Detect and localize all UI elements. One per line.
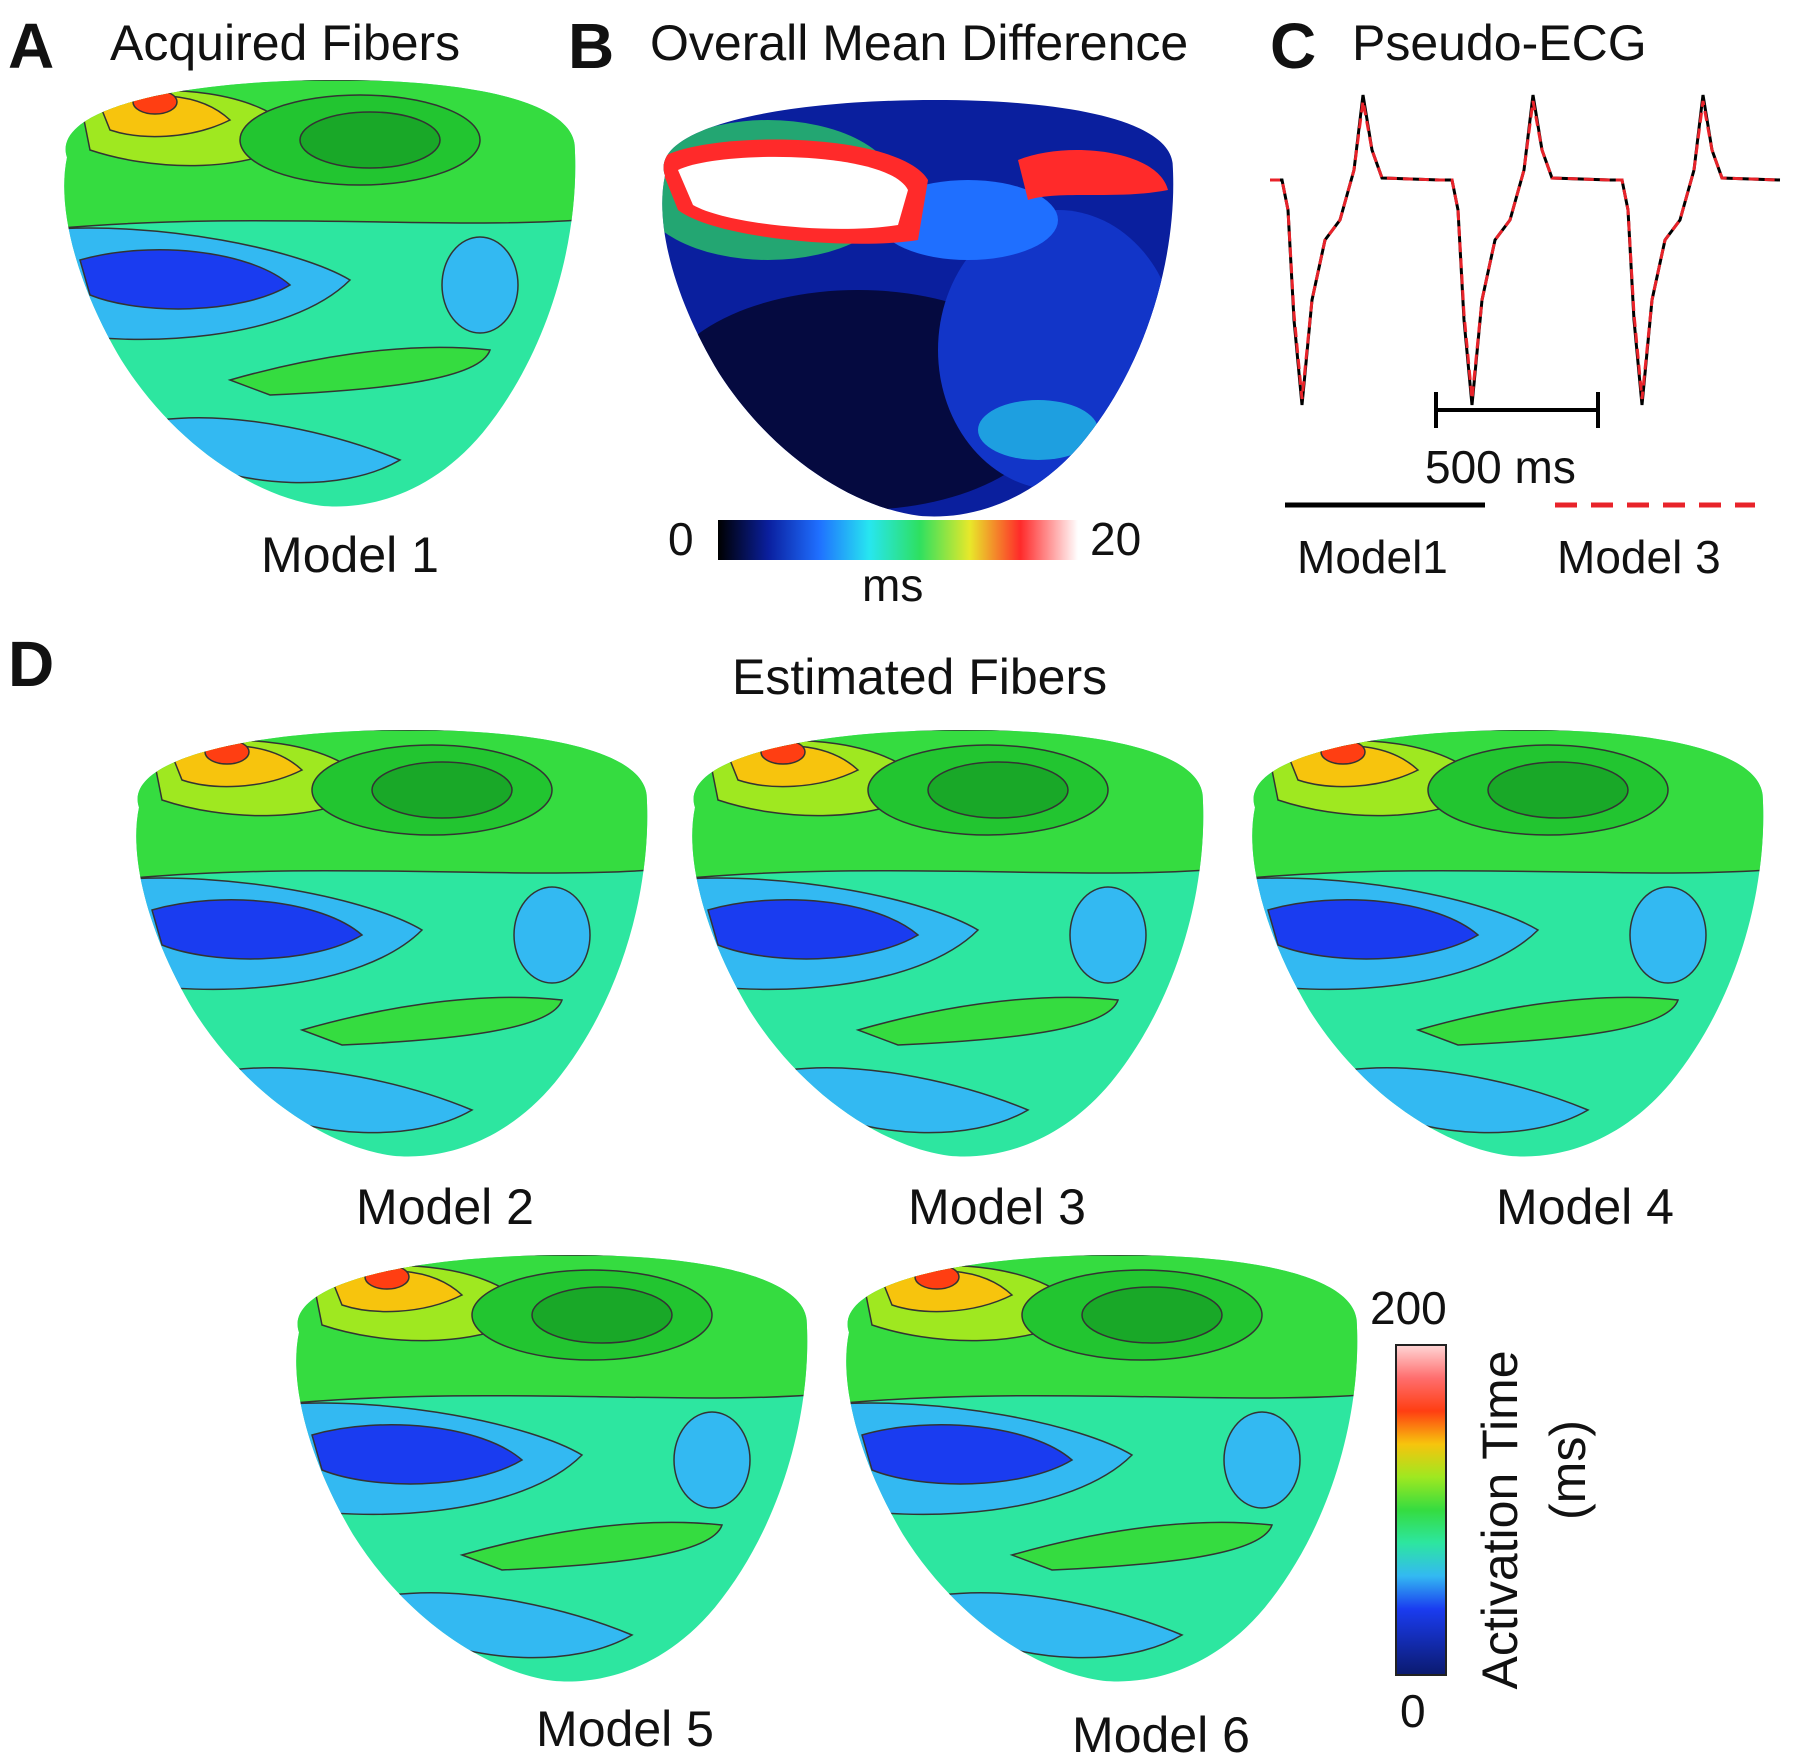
model-4-label: Model 4 bbox=[1496, 1179, 1674, 1235]
panel-b-letter: B bbox=[568, 10, 615, 82]
region-valve-inner bbox=[1487, 761, 1629, 819]
panel-a-title: Acquired Fibers bbox=[110, 15, 461, 71]
region-blue bbox=[707, 899, 920, 960]
model-5-label: Model 5 bbox=[536, 1701, 714, 1757]
region-right-spot bbox=[513, 886, 591, 984]
activation-colorbar-unit: (ms) bbox=[1540, 1420, 1596, 1520]
region-red bbox=[204, 739, 250, 765]
ecg-model3-trace bbox=[1270, 100, 1781, 400]
region-valve-inner bbox=[927, 761, 1069, 819]
heart-model-4 bbox=[1252, 730, 1764, 1157]
panel-d-title: Estimated Fibers bbox=[732, 649, 1108, 705]
diff-colorbar-max: 20 bbox=[1090, 513, 1142, 565]
heart-model-3 bbox=[692, 730, 1204, 1157]
panel-c-title: Pseudo-ECG bbox=[1352, 15, 1647, 71]
region-right-spot bbox=[1069, 886, 1147, 984]
region-green-band bbox=[227, 346, 492, 396]
ecg-model1-trace bbox=[1270, 94, 1781, 406]
ecg-scale-bar bbox=[1434, 392, 1600, 428]
ecg-scale-label: 500 ms bbox=[1425, 441, 1576, 493]
activation-colorbar bbox=[1395, 1344, 1447, 1676]
region-valve-inner bbox=[1081, 1286, 1223, 1344]
heart-surface bbox=[136, 730, 648, 1157]
model-1-label: Model 1 bbox=[261, 527, 439, 583]
heart-surface bbox=[296, 1255, 808, 1682]
panel-b-title: Overall Mean Difference bbox=[650, 15, 1189, 71]
region-green-band bbox=[299, 996, 564, 1046]
heart-mean-difference bbox=[662, 100, 1174, 517]
region-green-band bbox=[459, 1521, 724, 1571]
legend-label-model1: Model1 bbox=[1297, 531, 1448, 583]
legend-line-model1 bbox=[1285, 502, 1485, 508]
region-right-spot bbox=[441, 236, 519, 334]
panel-a-letter: A bbox=[8, 10, 55, 82]
region-valve-inner bbox=[371, 761, 513, 819]
region-blue bbox=[1267, 899, 1480, 960]
region-blue bbox=[79, 249, 292, 310]
diff-colorbar bbox=[718, 520, 1078, 560]
pseudo-ecg-plot bbox=[1270, 94, 1781, 406]
model-3-label: Model 3 bbox=[908, 1179, 1086, 1235]
region-red bbox=[364, 1264, 410, 1290]
diff-red-rim-right bbox=[1018, 150, 1168, 200]
region-blue bbox=[311, 1424, 524, 1485]
region-green-band bbox=[1415, 996, 1680, 1046]
legend-label-model3: Model 3 bbox=[1557, 531, 1721, 583]
model-6-label: Model 6 bbox=[1072, 1707, 1250, 1763]
region-valve-inner bbox=[531, 1286, 673, 1344]
region-blue bbox=[151, 899, 364, 960]
activation-colorbar-max: 200 bbox=[1370, 1282, 1447, 1334]
activation-colorbar-title: Activation Time bbox=[1472, 1350, 1528, 1690]
heart-surface bbox=[846, 1255, 1358, 1682]
region-green-band bbox=[855, 996, 1120, 1046]
heart-model-1 bbox=[64, 80, 576, 507]
panel-c-letter: C bbox=[1270, 10, 1317, 82]
heart-surface bbox=[692, 730, 1204, 1157]
heart-model-5 bbox=[296, 1255, 808, 1682]
heart-model-2 bbox=[136, 730, 648, 1157]
region-red bbox=[760, 739, 806, 765]
heart-surface bbox=[1252, 730, 1764, 1157]
region-red bbox=[132, 89, 178, 115]
heart-model-6 bbox=[846, 1255, 1358, 1682]
region-red bbox=[914, 1264, 960, 1290]
region-green-band bbox=[1009, 1521, 1274, 1571]
diff-colorbar-min: 0 bbox=[668, 513, 694, 565]
model-2-label: Model 2 bbox=[356, 1179, 534, 1235]
legend-line-model3 bbox=[1555, 502, 1755, 508]
region-red bbox=[1320, 739, 1366, 765]
diff-cyan-patch bbox=[978, 400, 1098, 460]
diff-colorbar-unit: ms bbox=[862, 559, 924, 611]
region-blue bbox=[861, 1424, 1074, 1485]
region-valve-inner bbox=[299, 111, 441, 169]
heart-surface bbox=[64, 80, 576, 507]
region-right-spot bbox=[1223, 1411, 1301, 1509]
region-right-spot bbox=[673, 1411, 751, 1509]
activation-colorbar-min: 0 bbox=[1400, 1685, 1426, 1737]
region-right-spot bbox=[1629, 886, 1707, 984]
diff-white-rim bbox=[678, 156, 908, 229]
panel-d-letter: D bbox=[8, 628, 55, 700]
